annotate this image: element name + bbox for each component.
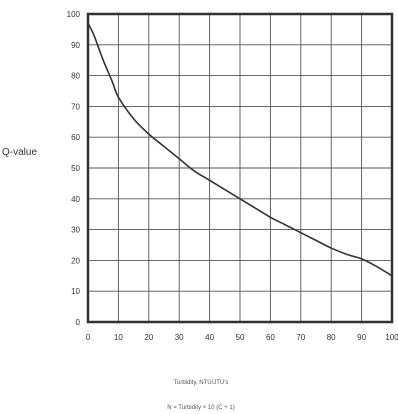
y-tick-label: 10 — [71, 287, 80, 296]
x-tick-label: 70 — [296, 333, 305, 342]
x-tick-label: 50 — [236, 333, 245, 342]
y-tick-label: 100 — [67, 10, 81, 19]
y-tick-label: 30 — [71, 226, 80, 235]
y-tick-label: 80 — [71, 72, 80, 81]
plot-frame — [86, 12, 394, 324]
y-tick-label: 0 — [76, 318, 81, 327]
y-tick-label: 60 — [71, 133, 80, 142]
x-tick-label: 100 — [385, 333, 398, 342]
y-tick-label: 50 — [71, 164, 80, 173]
y-tick-label: 20 — [71, 256, 80, 265]
y-axis-label: Q-value — [2, 147, 37, 158]
y-axis: 0 10 20 30 40 50 60 70 80 90 100 — [67, 10, 81, 327]
x-tick-label: 90 — [357, 333, 366, 342]
x-axis-label: Turbidity, NTU/JTU's — [174, 380, 229, 386]
x-tick-label: 20 — [144, 333, 153, 342]
y-tick-label: 70 — [71, 102, 80, 111]
x-tick-label: 40 — [205, 333, 214, 342]
x-tick-label: 0 — [86, 333, 91, 342]
caption: N = Turbidity × 10 (C + 1) — [167, 405, 235, 411]
x-axis: 0 10 20 30 40 50 60 70 80 90 100 — [86, 333, 398, 342]
series-line — [87, 22, 393, 277]
x-tick-label: 60 — [266, 333, 275, 342]
y-tick-label: 90 — [71, 41, 80, 50]
grid — [87, 13, 393, 323]
x-tick-label: 30 — [175, 333, 184, 342]
y-tick-label: 40 — [71, 195, 80, 204]
x-tick-label: 10 — [114, 333, 123, 342]
x-tick-label: 80 — [327, 333, 336, 342]
